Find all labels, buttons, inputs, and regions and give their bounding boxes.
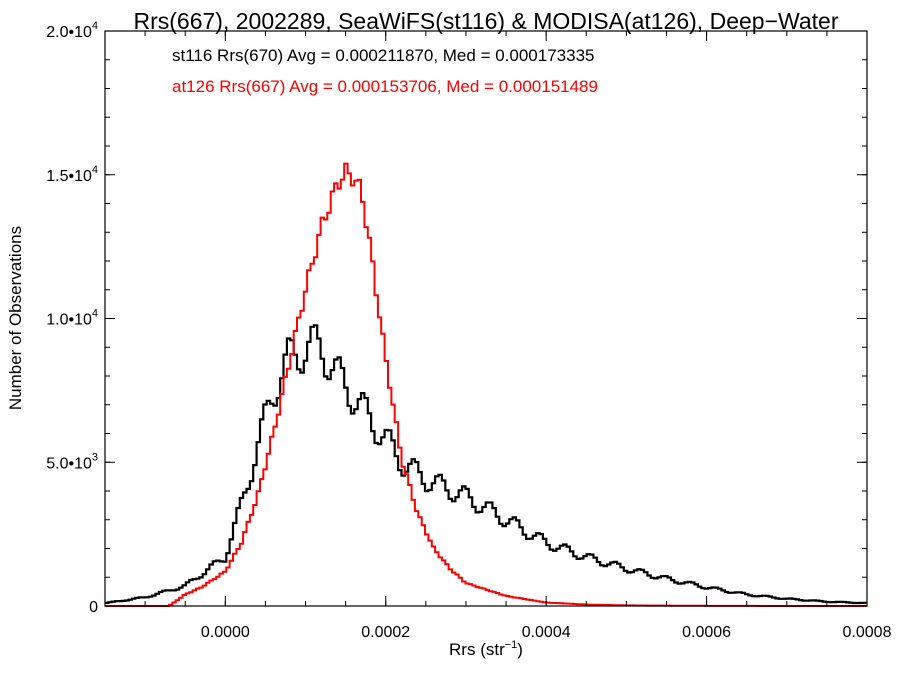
y-tick-label: 1.0•104 [46, 308, 98, 329]
y-tick-label-mantissa: 5.0•10 [46, 455, 92, 472]
y-tick-label-mantissa: 1.0•10 [46, 312, 92, 329]
x-tick-label: 0.0002 [361, 624, 410, 641]
chart-title: Rrs(667), 2002289, SeaWiFS(st116) & MODI… [134, 8, 839, 34]
y-tick-label-mantissa: 0 [89, 599, 98, 616]
y-tick-label-exponent: 4 [92, 308, 98, 320]
stats-annotation-st116: st116 Rrs(670) Avg = 0.000211870, Med = … [172, 46, 595, 65]
stats-annotation-at126: at126 Rrs(667) Avg = 0.000153706, Med = … [172, 77, 598, 96]
x-tick-label: 0.0000 [201, 624, 250, 641]
y-tick-label-exponent: 4 [92, 20, 98, 32]
x-tick-label: 0.0004 [522, 624, 571, 641]
x-axis-label-close: ) [517, 640, 523, 659]
x-tick-label: 0.0006 [682, 624, 731, 641]
x-axis-label-main: Rrs (str [449, 640, 505, 659]
x-axis-label-superscript: −1 [505, 639, 518, 651]
y-tick-label: 1.5•104 [46, 164, 98, 185]
y-tick-label: 2.0•104 [46, 20, 98, 41]
y-tick-label-mantissa: 1.5•10 [46, 168, 92, 185]
y-tick-label-mantissa: 2.0•10 [46, 24, 92, 41]
y-axis-label: Number of Observations [6, 226, 25, 410]
series-histogram-line-0 [105, 324, 867, 605]
y-tick-label: 5.0•103 [46, 451, 98, 472]
ticks-layer: 0.0000 0.0002 0.0004 0.0006 0.0008 0 5.0•103 1.… [46, 20, 891, 641]
x-axis-label: Rrs (str−1) [449, 639, 523, 659]
y-tick-label: 0 [89, 599, 98, 616]
x-tick-label: 0.0008 [843, 624, 892, 641]
y-tick-label-exponent: 4 [92, 164, 98, 176]
y-tick-label-exponent: 3 [92, 451, 98, 463]
plot-frame [104, 30, 868, 607]
